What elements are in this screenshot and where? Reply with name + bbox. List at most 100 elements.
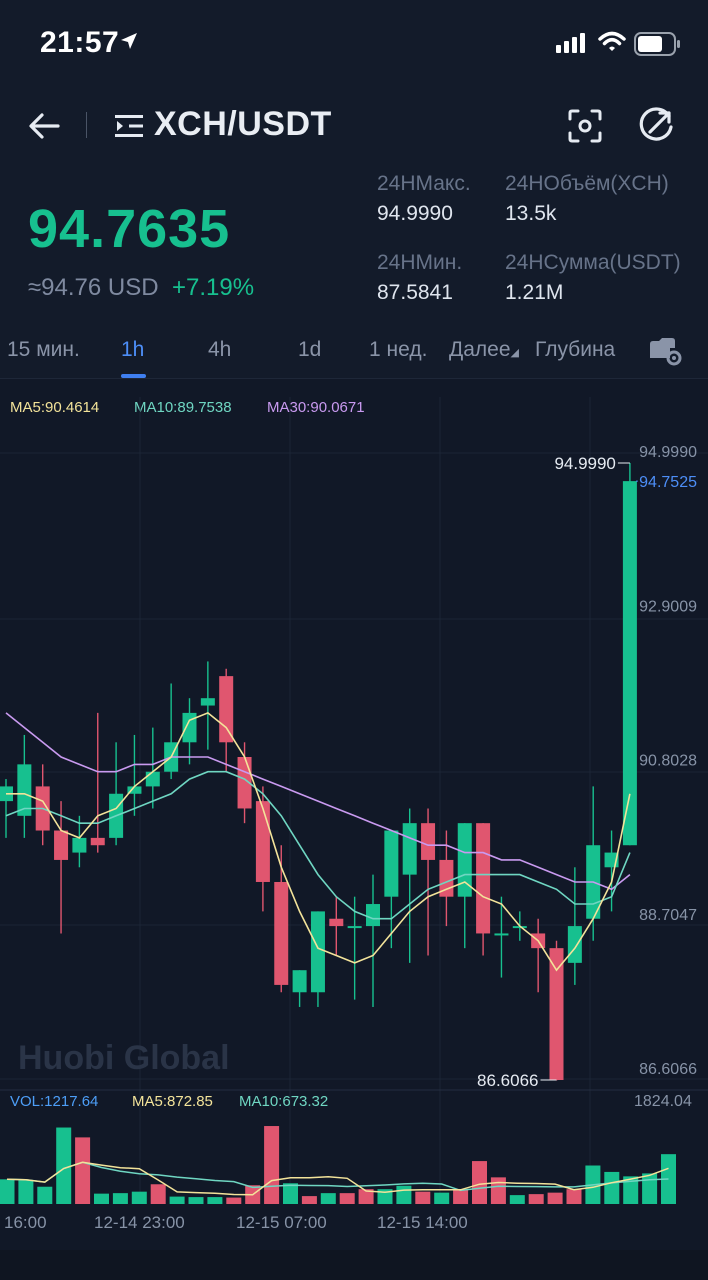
candle-body <box>402 823 417 875</box>
volume-bar <box>169 1196 185 1204</box>
volume-max-label: 1824.04 <box>634 1093 692 1110</box>
candle-body <box>145 771 160 787</box>
tab-depth[interactable]: Глубина <box>535 338 616 361</box>
ma10-line <box>5 770 631 920</box>
huobi-watermark: Huobi Global <box>18 1039 230 1077</box>
vol-ma10-line <box>6 1161 669 1192</box>
tab-1d[interactable]: 1d <box>298 338 322 361</box>
ma5-legend: MA5:90.4614 <box>10 399 99 416</box>
volume-24h-value: 13.5k <box>505 202 557 225</box>
volume-bar <box>75 1137 91 1204</box>
candle-body <box>494 933 509 936</box>
turnover-24h-value: 1.21M <box>505 281 564 304</box>
price-change-percent: +7.19% <box>172 274 255 301</box>
wifi-icon <box>598 31 626 51</box>
volume-bar <box>434 1192 450 1204</box>
tab-15min[interactable]: 15 мин. <box>7 338 80 361</box>
candle-body <box>549 948 564 1080</box>
tab-4h[interactable]: 4h <box>208 338 232 361</box>
volume-bar <box>472 1161 487 1204</box>
candle-body <box>457 823 472 897</box>
x-tick-label: 12-14 23:00 <box>94 1213 185 1232</box>
tabs-divider <box>0 378 708 379</box>
kline-chart[interactable]: MA5:90.4614 MA10:89.7538 MA30:90.0671 94… <box>0 379 708 1250</box>
battery-icon <box>634 32 680 56</box>
vol-legend-text: VOL:1217.64 <box>10 1093 99 1110</box>
location-arrow-icon <box>121 33 137 49</box>
volume-bar <box>377 1189 393 1204</box>
volume-bar <box>566 1189 582 1204</box>
header-divider <box>86 112 87 138</box>
ma10-legend-text: MA10:89.7538 <box>134 399 232 416</box>
volume-bar <box>547 1192 563 1204</box>
volume-bar <box>264 1126 280 1204</box>
candle-body <box>292 970 307 993</box>
bottom-bar <box>0 1250 708 1280</box>
usd-equivalent: ≈94.76 USD <box>28 274 159 301</box>
ma10-legend: MA10:89.7538 <box>134 399 232 416</box>
low-24h-label: 24HМин. <box>377 251 463 274</box>
candle-body <box>255 801 270 882</box>
volume-bar <box>528 1194 544 1204</box>
candle-body <box>219 676 234 743</box>
y-tick-label: 86.6066 <box>639 1061 697 1078</box>
low-marker-label: 86.6066 <box>477 1071 538 1090</box>
y-tick-label: 90.8028 <box>639 753 697 770</box>
status-bar: 21:57 <box>0 0 708 90</box>
volume-bar <box>150 1184 166 1204</box>
tab-1week[interactable]: 1 нед. <box>369 338 428 361</box>
candle-body <box>274 881 289 985</box>
vol-ma5-line <box>6 1161 669 1196</box>
status-time: 21:57 <box>40 26 120 59</box>
high-marker-label: 94.9990 <box>554 454 615 473</box>
candle-body <box>366 904 380 927</box>
volume-bar <box>188 1197 204 1204</box>
pair-list-menu-icon[interactable] <box>113 109 147 143</box>
chart-settings-icon[interactable] <box>648 334 682 366</box>
ma5-legend-text: MA5:90.4614 <box>10 399 100 416</box>
volume-bar <box>94 1193 109 1204</box>
volume-bar <box>339 1193 355 1204</box>
volume-bar <box>604 1171 620 1204</box>
vol-ma5-legend: MA5:872.85 <box>132 1093 213 1110</box>
turnover-24h-label: 24HСумма(USDT) <box>505 251 681 274</box>
volume-bar <box>207 1197 223 1204</box>
interval-tabs: 15 мин. 1h 4h 1d 1 нед. Далее◢ Глубина <box>0 330 708 378</box>
pair-title[interactable]: XCH/USDT <box>154 105 332 143</box>
candle-body <box>347 926 362 929</box>
volume-bar <box>453 1189 469 1204</box>
volume-bar <box>283 1183 298 1204</box>
share-icon[interactable] <box>636 105 676 145</box>
last-price: 94.7635 <box>28 199 231 259</box>
tab-more[interactable]: Далее◢ <box>449 338 519 362</box>
vol-legend: VOL:1217.64 <box>10 1093 98 1110</box>
volume-bar <box>301 1196 317 1204</box>
screenshot-icon[interactable] <box>566 107 604 145</box>
candle-body <box>127 786 142 794</box>
volume-bar <box>509 1195 525 1204</box>
y-tick-label: 88.7047 <box>639 907 697 924</box>
tab-1h[interactable]: 1h <box>121 338 145 361</box>
volume-bar <box>226 1197 242 1204</box>
candle-body <box>310 911 325 993</box>
candle-body <box>622 481 637 846</box>
back-arrow-icon[interactable] <box>26 109 62 143</box>
ma30-line <box>5 712 631 891</box>
candle-body <box>182 712 197 743</box>
volume-bar <box>37 1186 53 1204</box>
tab-more-label: Далее <box>449 338 511 361</box>
high-24h-label: 24HМакс. <box>377 172 471 195</box>
candle-body <box>329 918 344 927</box>
volume-bar <box>396 1185 412 1204</box>
candle-body <box>421 823 436 860</box>
candle-body <box>72 837 87 853</box>
volume-bar <box>56 1127 72 1204</box>
low-24h-value: 87.5841 <box>377 281 453 304</box>
volume-bar <box>0 1179 15 1204</box>
x-tick-label: 16:00 <box>4 1213 47 1232</box>
high-24h-value: 94.9990 <box>377 202 453 225</box>
candle-body <box>567 926 582 963</box>
current-price-label: 94.7525 <box>639 474 697 491</box>
volume-bar <box>642 1173 658 1204</box>
y-tick-label: 92.9009 <box>639 598 697 615</box>
